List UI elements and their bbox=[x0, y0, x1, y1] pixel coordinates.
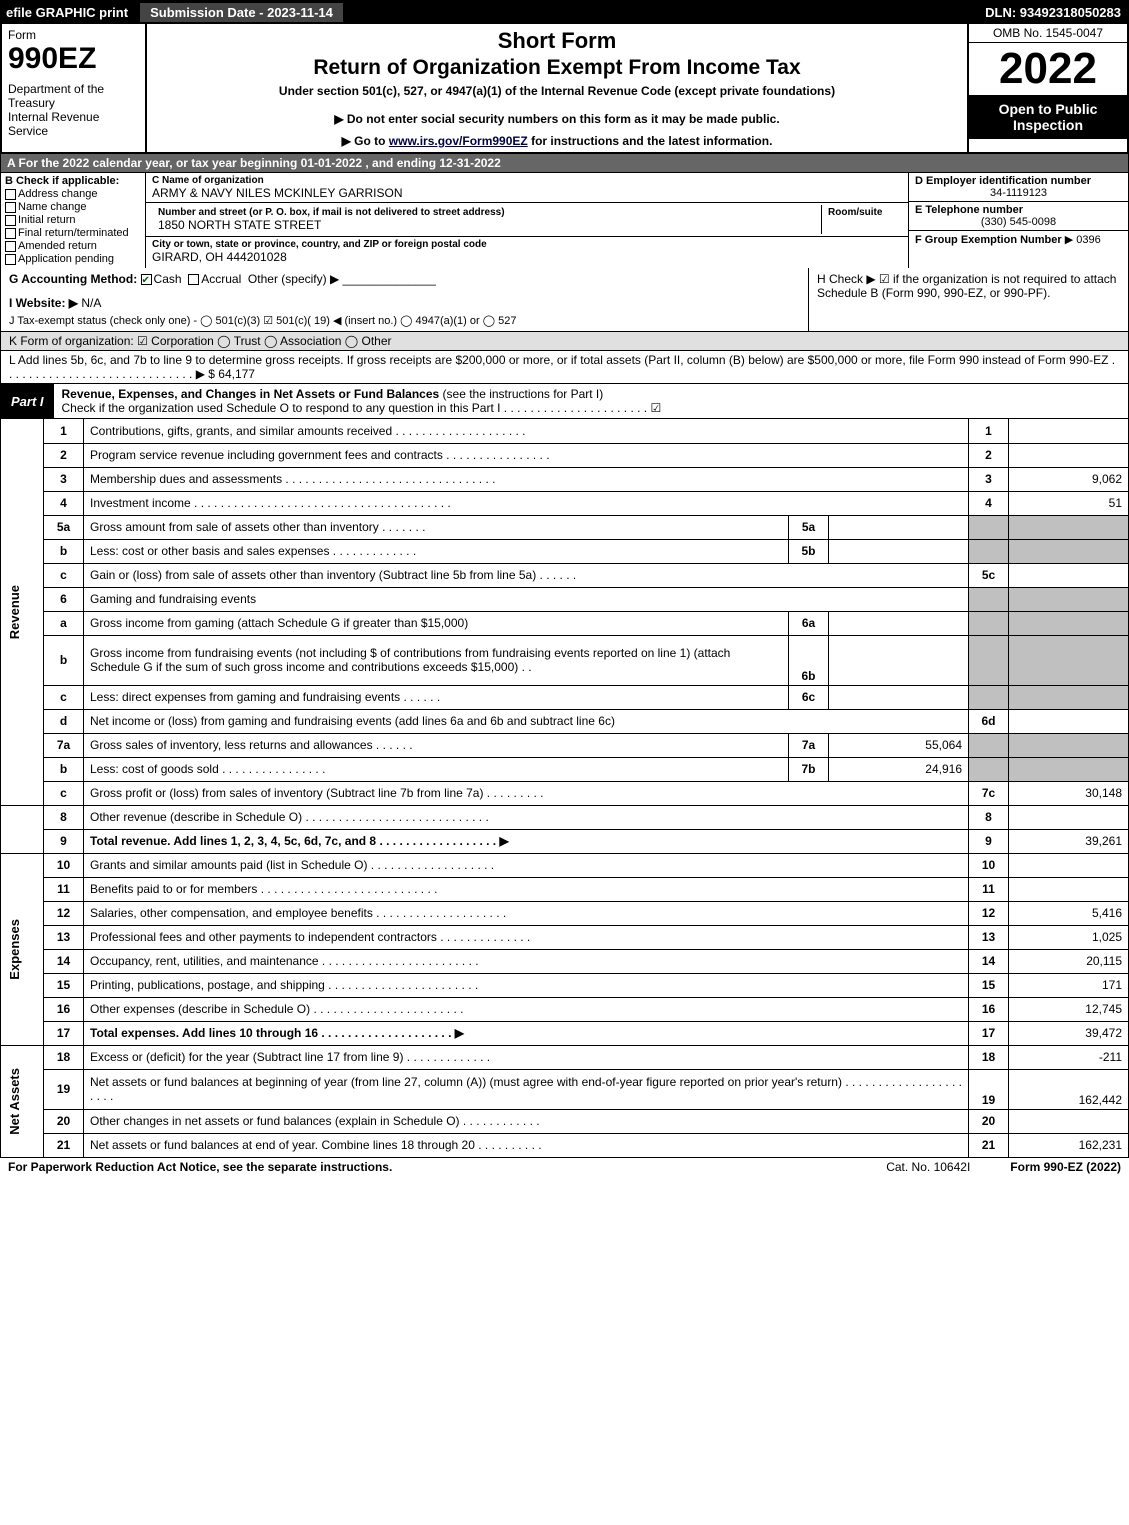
tel-value: (330) 545-0098 bbox=[915, 216, 1122, 228]
b-column: B Check if applicable: Address change Na… bbox=[1, 173, 146, 268]
h-column: H Check ▶ ☑ if the organization is not r… bbox=[808, 268, 1128, 331]
k-row: K Form of organization: ☑ Corporation ◯ … bbox=[0, 332, 1129, 351]
check-accrual[interactable] bbox=[188, 274, 199, 285]
website-value: N/A bbox=[81, 296, 101, 310]
city-label: City or town, state or province, country… bbox=[152, 239, 902, 250]
check-application-pending[interactable]: Application pending bbox=[5, 253, 141, 265]
section-a-bar: A For the 2022 calendar year, or tax yea… bbox=[0, 154, 1129, 173]
street-row: Number and street (or P. O. box, if mail… bbox=[146, 203, 908, 237]
g-row: G Accounting Method: Cash Accrual Other … bbox=[9, 272, 800, 286]
ein-row: D Employer identification number 34-1119… bbox=[909, 173, 1128, 202]
header-mid: Short Form Return of Organization Exempt… bbox=[147, 24, 967, 152]
check-name-change[interactable]: Name change bbox=[5, 201, 141, 213]
part-1-bar: Part I Revenue, Expenses, and Changes in… bbox=[0, 384, 1129, 419]
short-form-title: Short Form bbox=[157, 28, 957, 54]
grp-row: F Group Exemption Number ▶ 0396 bbox=[909, 231, 1128, 248]
grp-value: ▶ 0396 bbox=[1065, 234, 1101, 246]
check-initial-return[interactable]: Initial return bbox=[5, 214, 141, 226]
l-amount: 64,177 bbox=[218, 367, 255, 381]
form-header: Form 990EZ Department of the Treasury In… bbox=[0, 24, 1129, 154]
check-cash[interactable] bbox=[141, 274, 152, 285]
part-1-table: Revenue 1 Contributions, gifts, grants, … bbox=[0, 419, 1129, 1158]
footer-formref: Form 990-EZ (2022) bbox=[1010, 1160, 1121, 1174]
efile-label: efile GRAPHIC print bbox=[0, 3, 134, 22]
form-number: 990EZ bbox=[8, 42, 139, 76]
part-1-label: Part I bbox=[1, 391, 54, 412]
ein-value: 34-1119123 bbox=[915, 187, 1122, 199]
department-label: Department of the Treasury Internal Reve… bbox=[8, 82, 139, 138]
check-final-return[interactable]: Final return/terminated bbox=[5, 227, 141, 239]
goto-pre: ▶ Go to bbox=[342, 134, 389, 148]
goto-text: ▶ Go to www.irs.gov/Form990EZ for instru… bbox=[157, 134, 957, 148]
ein-label: D Employer identification number bbox=[915, 175, 1122, 187]
room-label: Room/suite bbox=[828, 207, 896, 218]
submission-date: Submission Date - 2023-11-14 bbox=[140, 3, 343, 22]
footer-left: For Paperwork Reduction Act Notice, see … bbox=[8, 1160, 392, 1174]
b-label: B Check if applicable: bbox=[5, 175, 141, 187]
city-value: GIRARD, OH 444201028 bbox=[152, 250, 902, 264]
d-column: D Employer identification number 34-1119… bbox=[908, 173, 1128, 268]
org-name-row: C Name of organization ARMY & NAVY NILES… bbox=[146, 173, 908, 203]
page-footer: For Paperwork Reduction Act Notice, see … bbox=[0, 1158, 1129, 1176]
l-text: L Add lines 5b, 6c, and 7b to line 9 to … bbox=[9, 353, 1115, 381]
c-column: C Name of organization ARMY & NAVY NILES… bbox=[146, 173, 908, 268]
street-value: 1850 NORTH STATE STREET bbox=[158, 218, 815, 232]
omb-number: OMB No. 1545-0047 bbox=[969, 24, 1127, 43]
i-row: I Website: ▶ N/A bbox=[9, 296, 800, 310]
form-word: Form bbox=[8, 28, 139, 42]
section-b-row: B Check if applicable: Address change Na… bbox=[0, 173, 1129, 268]
i-label: I Website: ▶ bbox=[9, 296, 78, 310]
header-left: Form 990EZ Department of the Treasury In… bbox=[2, 24, 147, 152]
city-row: City or town, state or province, country… bbox=[146, 237, 908, 266]
check-amended-return[interactable]: Amended return bbox=[5, 240, 141, 252]
street-cell: Number and street (or P. O. box, if mail… bbox=[152, 205, 822, 234]
header-right: OMB No. 1545-0047 2022 Open to Public In… bbox=[967, 24, 1127, 152]
g-label: G Accounting Method: bbox=[9, 272, 137, 286]
revenue-side-label: Revenue bbox=[1, 419, 44, 805]
goto-post: for instructions and the latest informat… bbox=[528, 134, 773, 148]
tel-row: E Telephone number (330) 545-0098 bbox=[909, 202, 1128, 231]
check-address-change[interactable]: Address change bbox=[5, 188, 141, 200]
under-section-text: Under section 501(c), 527, or 4947(a)(1)… bbox=[157, 84, 957, 98]
org-name-label: C Name of organization bbox=[152, 175, 902, 186]
return-title: Return of Organization Exempt From Incom… bbox=[157, 56, 957, 80]
dln-label: DLN: 93492318050283 bbox=[977, 3, 1129, 22]
do-not-enter-text: ▶ Do not enter social security numbers o… bbox=[157, 112, 957, 126]
tax-year: 2022 bbox=[969, 43, 1127, 95]
street-label: Number and street (or P. O. box, if mail… bbox=[158, 207, 815, 218]
irs-link[interactable]: www.irs.gov/Form990EZ bbox=[389, 134, 528, 148]
open-public-box: Open to Public Inspection bbox=[969, 95, 1127, 139]
org-name-value: ARMY & NAVY NILES MCKINLEY GARRISON bbox=[152, 186, 902, 200]
expenses-side-label: Expenses bbox=[1, 853, 44, 1045]
g-column: G Accounting Method: Cash Accrual Other … bbox=[1, 268, 808, 331]
top-bar: efile GRAPHIC print Submission Date - 20… bbox=[0, 0, 1129, 24]
j-row: J Tax-exempt status (check only one) - ◯… bbox=[9, 314, 800, 327]
footer-catno: Cat. No. 10642I bbox=[886, 1160, 970, 1174]
l-row: L Add lines 5b, 6c, and 7b to line 9 to … bbox=[0, 351, 1129, 384]
room-cell: Room/suite bbox=[822, 205, 902, 234]
row-gh: G Accounting Method: Cash Accrual Other … bbox=[0, 268, 1129, 332]
part-1-title: Revenue, Expenses, and Changes in Net As… bbox=[54, 384, 1128, 418]
grp-label: F Group Exemption Number bbox=[915, 234, 1062, 246]
netassets-side-label: Net Assets bbox=[1, 1045, 44, 1157]
tel-label: E Telephone number bbox=[915, 204, 1122, 216]
